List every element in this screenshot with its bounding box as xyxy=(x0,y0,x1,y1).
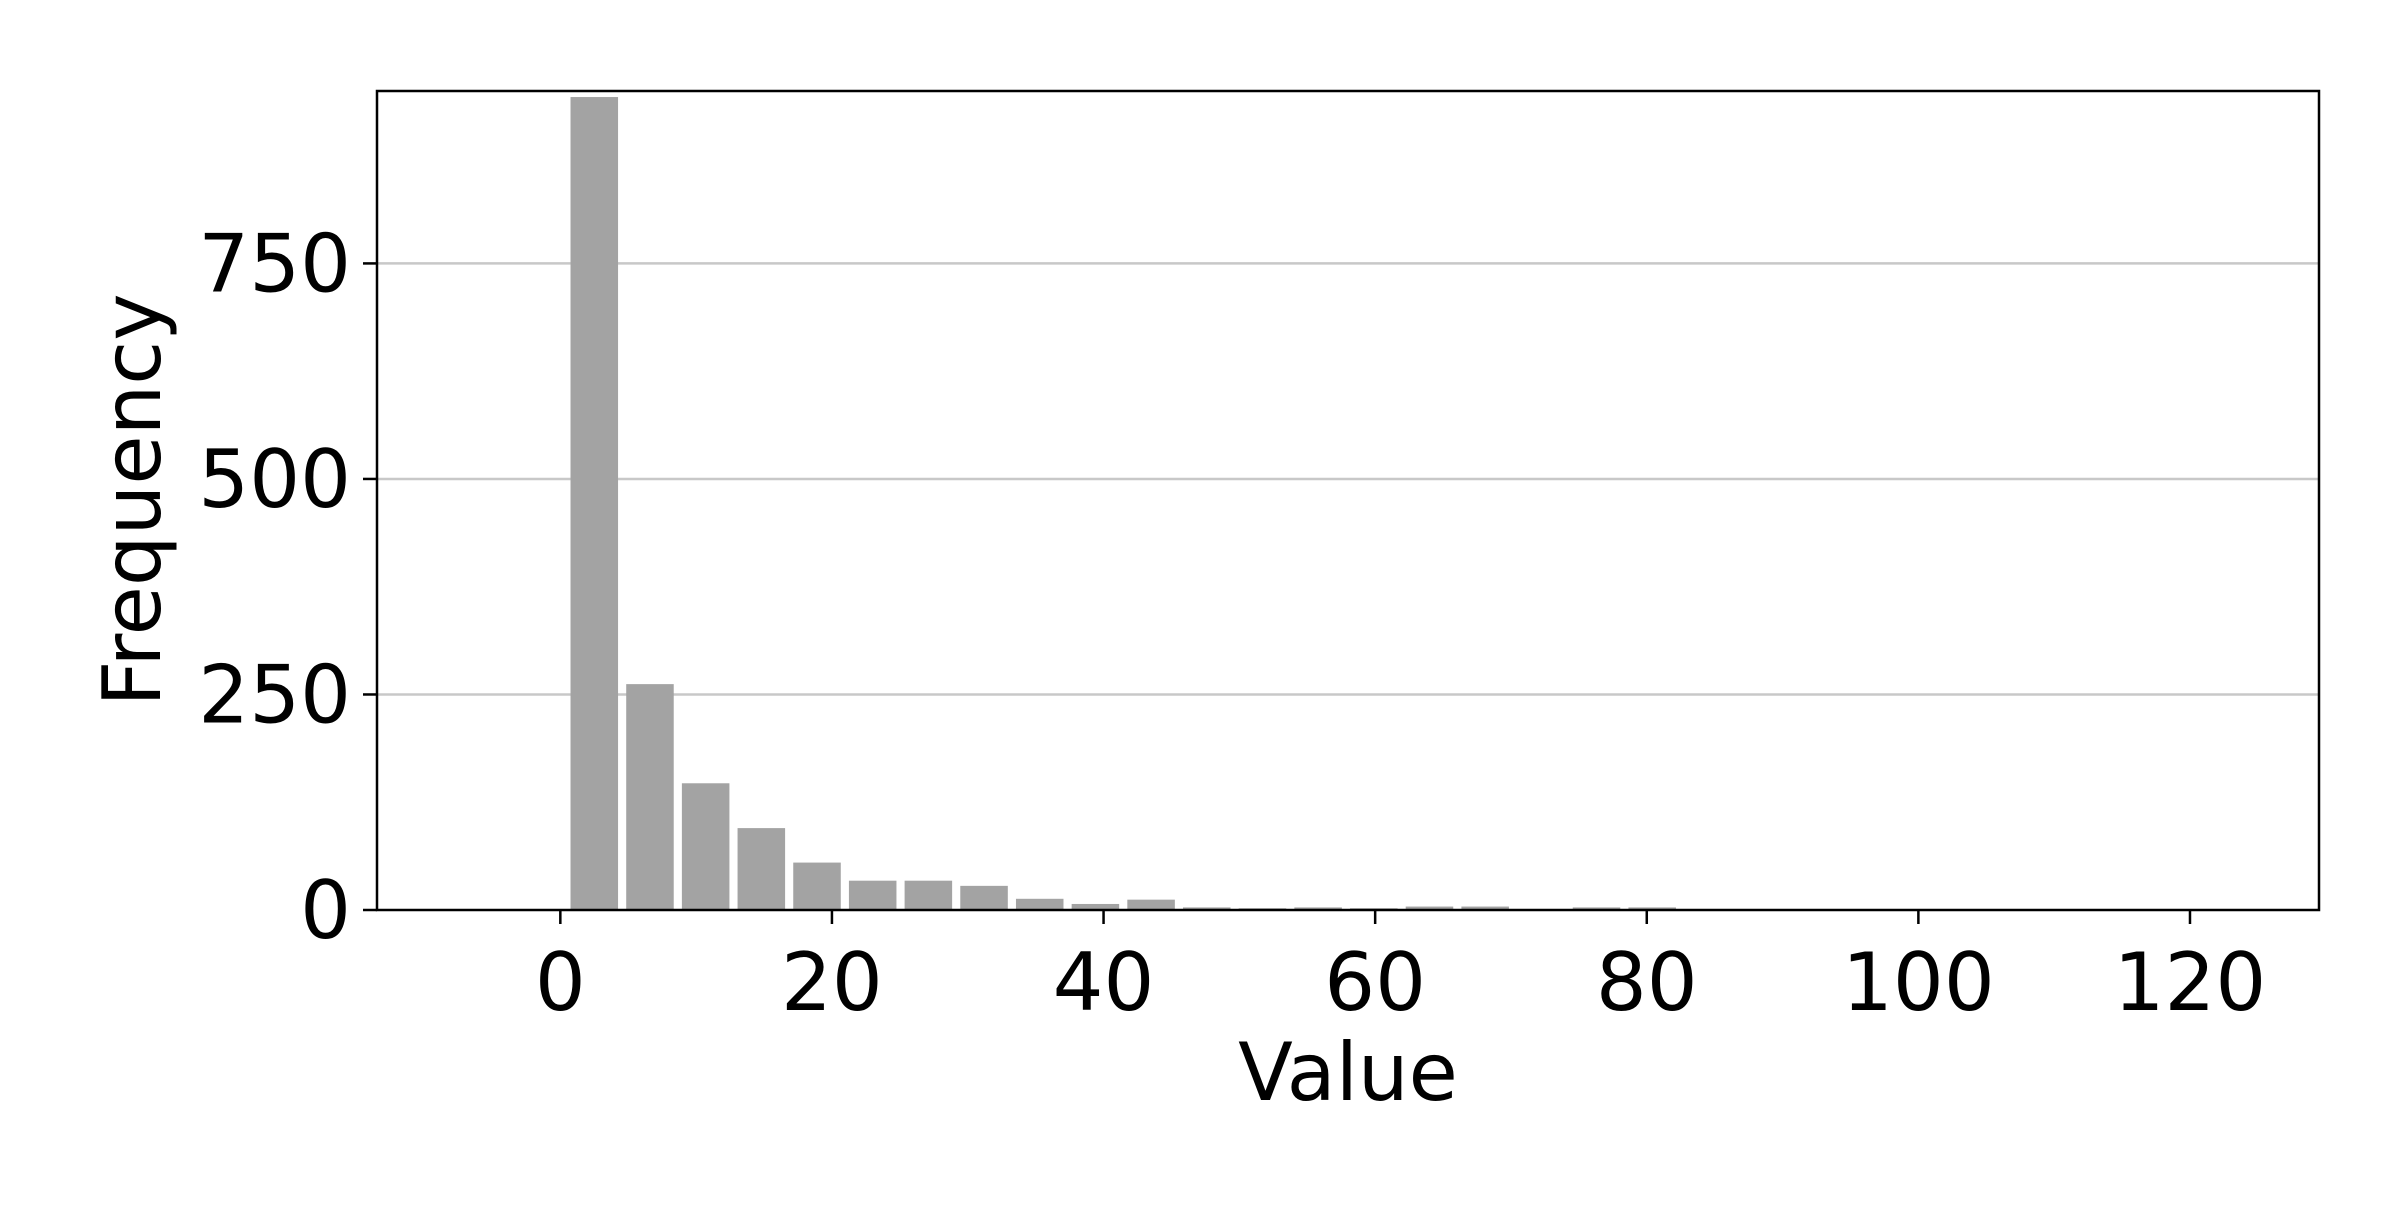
bars-layer xyxy=(570,97,1844,911)
plot-frame xyxy=(375,89,2321,912)
histogram-bar xyxy=(1127,899,1175,910)
histogram-bar xyxy=(960,885,1008,910)
y-axis-label: Frequency xyxy=(86,293,179,706)
x-tick-label: 100 xyxy=(1842,936,1995,1029)
histogram-bar xyxy=(1572,907,1621,910)
histogram-bar xyxy=(1461,906,1509,910)
y-tick-label: 750 xyxy=(198,217,351,310)
histogram-bar xyxy=(1294,907,1342,910)
x-axis: 0 20 40 60 80 100 120 xyxy=(535,910,2266,1029)
y-tick-label: 0 xyxy=(300,864,351,957)
histogram-bar xyxy=(1405,906,1454,910)
histogram-bar xyxy=(904,880,953,910)
histogram-bar xyxy=(570,97,619,911)
histogram-bar xyxy=(626,684,674,910)
y-tick-label: 500 xyxy=(198,433,351,526)
histogram-bar xyxy=(1015,898,1064,910)
x-axis-label: Value xyxy=(1238,1026,1458,1119)
x-tick-label: 60 xyxy=(1324,936,1426,1029)
y-axis: 0 250 500 750 xyxy=(198,217,377,957)
histogram-bar xyxy=(1182,907,1231,910)
histogram-bar xyxy=(1628,907,1676,910)
histogram-bar xyxy=(1071,903,1120,910)
x-tick-label: 0 xyxy=(535,936,586,1029)
x-tick-label: 80 xyxy=(1596,936,1698,1029)
x-tick-label: 120 xyxy=(2114,936,2267,1029)
histogram-bar xyxy=(681,783,730,910)
y-tick-label: 250 xyxy=(198,648,351,741)
histogram-bar xyxy=(737,828,786,910)
grid-layer xyxy=(377,262,2319,696)
histogram-bar xyxy=(793,862,841,910)
x-tick-label: 20 xyxy=(781,936,883,1029)
x-tick-label: 40 xyxy=(1053,936,1155,1029)
histogram-bar xyxy=(848,880,897,910)
